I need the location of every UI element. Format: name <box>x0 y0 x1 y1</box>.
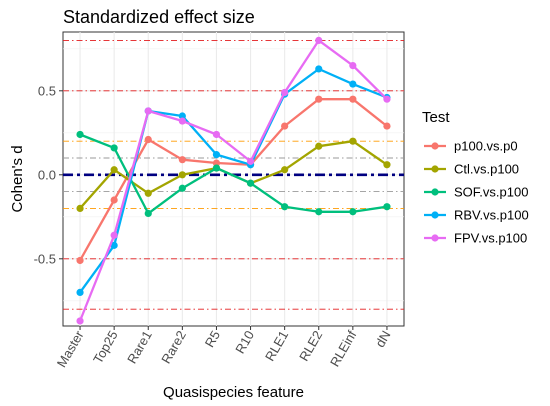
x-tick-label: Rare1 <box>124 328 155 366</box>
x-tick-label: Rare2 <box>158 328 189 366</box>
y-axis-title: Cohen's d <box>9 145 26 212</box>
x-tick-label: dN <box>372 328 393 350</box>
series-line <box>78 39 388 322</box>
data-point <box>281 122 289 130</box>
data-point <box>349 80 357 88</box>
data-point <box>349 62 357 70</box>
data-point <box>110 144 118 152</box>
x-tick-label: RLEinf <box>327 328 360 370</box>
data-point <box>281 88 289 97</box>
legend-key-point <box>431 188 439 196</box>
data-point <box>178 184 186 192</box>
y-tick-label: 0.5 <box>38 83 56 98</box>
series-group <box>76 36 391 325</box>
legend-label: RBV.vs.p100 <box>454 208 529 223</box>
legend-item: FPV.vs.p100 <box>424 231 527 246</box>
data-point <box>246 157 255 165</box>
data-point <box>76 288 84 296</box>
series-FPV-vs-p100 <box>76 36 391 325</box>
data-point <box>246 179 255 187</box>
x-tick-label: RLE2 <box>296 328 325 364</box>
legend-item: RBV.vs.p100 <box>424 208 529 223</box>
data-point <box>315 65 323 73</box>
data-point <box>76 256 84 265</box>
data-point <box>281 203 289 211</box>
data-point <box>281 166 289 174</box>
legend-label: Ctl.vs.p100 <box>454 162 519 177</box>
data-point <box>212 164 221 172</box>
data-point <box>383 203 391 211</box>
data-point <box>76 130 84 139</box>
x-axis-title: Quasispecies feature <box>163 384 304 401</box>
data-point <box>144 107 152 115</box>
y-tick-label: -0.5 <box>34 251 56 266</box>
data-point <box>383 95 391 103</box>
series-line <box>79 67 388 294</box>
legend-key-point <box>431 234 439 242</box>
data-point <box>349 95 357 103</box>
legend-key-point <box>431 142 439 150</box>
data-point <box>212 151 221 159</box>
data-point <box>110 241 118 249</box>
x-tick-label: R5 <box>202 328 223 350</box>
legend-item: Ctl.vs.p100 <box>424 162 519 177</box>
data-point <box>315 142 323 150</box>
legend-item: p100.vs.p0 <box>424 139 518 154</box>
data-point <box>212 130 221 139</box>
data-point <box>110 231 118 239</box>
data-point <box>349 208 357 216</box>
data-point <box>178 117 186 125</box>
legend-title: Test <box>422 109 450 126</box>
data-point <box>76 317 84 325</box>
data-point <box>178 171 186 179</box>
data-point <box>144 189 152 197</box>
y-axis: -0.5 0.0 0.5 <box>34 83 63 266</box>
x-tick-label: RLE1 <box>262 328 291 364</box>
legend-key-point <box>431 165 439 173</box>
legend: Test p100.vs.p0 Ctl.vs.p100 SOF.vs.p100 RBV… <box>422 109 529 246</box>
data-point <box>178 156 186 164</box>
data-point <box>110 166 118 174</box>
data-point <box>315 95 323 103</box>
data-point <box>383 161 391 169</box>
data-point <box>349 137 357 145</box>
data-point <box>315 208 323 216</box>
x-tick-label: Top25 <box>90 328 121 366</box>
legend-label: p100.vs.p0 <box>454 139 518 154</box>
y-tick-label: 0.0 <box>38 167 56 182</box>
data-point <box>383 122 391 130</box>
data-point <box>178 112 186 120</box>
x-axis: Master Top25 Rare1 Rare2 R5 R10 RLE1 RLE2 RLEinf… <box>54 326 394 370</box>
data-point <box>144 135 152 144</box>
data-point <box>110 196 118 204</box>
legend-key-point <box>431 211 439 219</box>
data-point <box>315 36 323 45</box>
x-tick-label: Master <box>54 327 87 369</box>
legend-label: FPV.vs.p100 <box>454 231 527 246</box>
legend-item: SOF.vs.p100 <box>424 185 528 200</box>
x-tick-label: R10 <box>232 328 257 356</box>
data-point <box>212 159 221 167</box>
data-point <box>76 204 84 212</box>
chart-title: Standardized effect size <box>63 7 255 27</box>
data-point <box>144 209 152 218</box>
legend-label: SOF.vs.p100 <box>454 185 528 200</box>
